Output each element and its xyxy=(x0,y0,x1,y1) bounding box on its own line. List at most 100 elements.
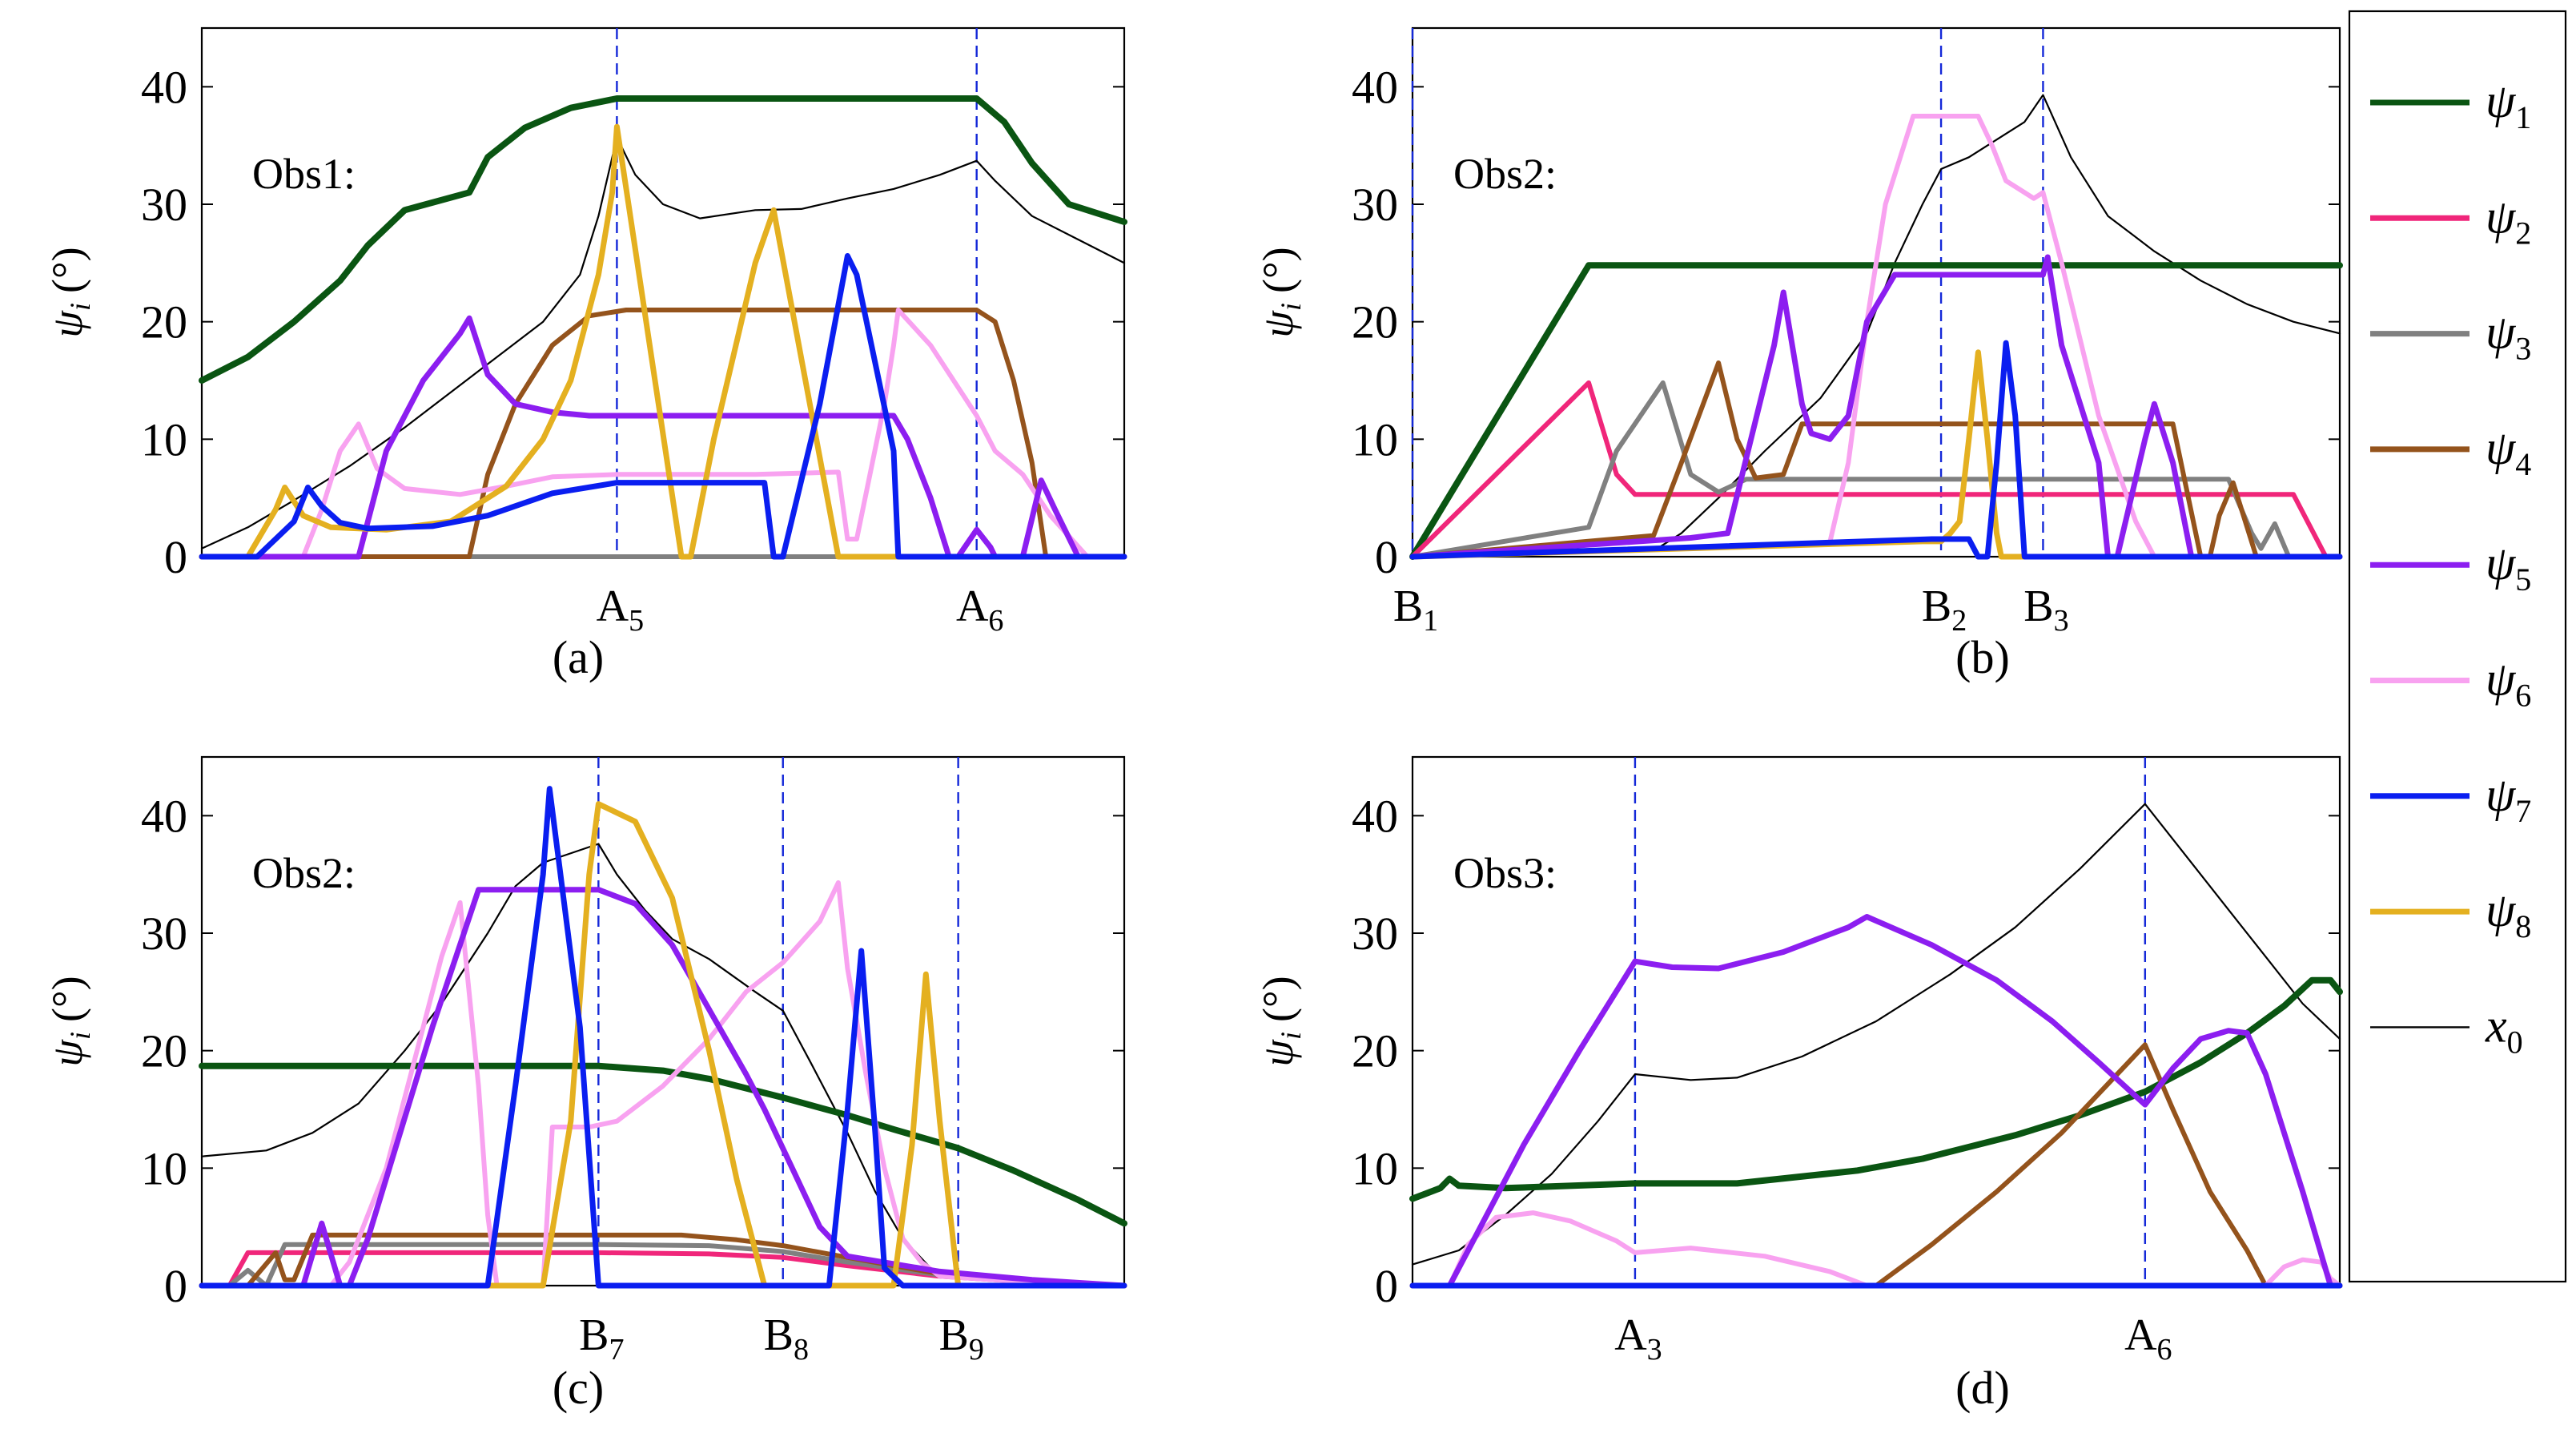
marker-label: B9 xyxy=(938,1310,983,1367)
y-axis-label-symbol: ψ xyxy=(1254,1039,1302,1067)
legend-label-subscript: 1 xyxy=(2515,99,2531,135)
legend-label-symbol: ψ xyxy=(2486,537,2517,590)
y-tick-label: 40 xyxy=(141,790,187,842)
y-tick-label: 0 xyxy=(164,1260,187,1312)
series-line-psi6 xyxy=(199,880,1127,1288)
legend-item: ψ7 xyxy=(2370,768,2531,829)
y-axis-label-symbol: ψ xyxy=(43,310,91,338)
y-axis-label-subscript: i xyxy=(64,303,96,311)
marker-label-letter: B xyxy=(2023,582,2053,631)
y-tick-label: 40 xyxy=(1352,790,1398,842)
y-tick-label: 10 xyxy=(141,1142,187,1194)
series-line-psi7 xyxy=(1409,340,2343,560)
legend-label-symbol: ψ xyxy=(2486,306,2517,359)
marker-label: A5 xyxy=(597,582,644,638)
marker-label-subscript: 3 xyxy=(2054,604,2069,638)
legend-label-subscript: 5 xyxy=(2515,562,2531,598)
series-line-psi3 xyxy=(1410,380,2342,559)
marker-label: B7 xyxy=(579,1310,624,1367)
y-axis-label-subscript: i xyxy=(1275,303,1307,311)
series-line-psi1 xyxy=(199,95,1127,384)
observer-label: Obs3: xyxy=(1453,849,1557,897)
marker-label-subscript: 7 xyxy=(609,1333,625,1367)
legend-label-subscript: 3 xyxy=(2515,331,2531,367)
series-group xyxy=(199,95,1127,560)
marker-label: B2 xyxy=(1922,582,1967,638)
marker-label-subscript: 2 xyxy=(1951,604,1967,638)
subplot-label: (a) xyxy=(553,631,604,683)
legend-label-subscript: 6 xyxy=(2515,678,2531,714)
y-axis-label-subscript: i xyxy=(1275,1032,1307,1040)
legend-label-subscript: 4 xyxy=(2515,446,2531,482)
y-tick-label: 30 xyxy=(141,179,187,231)
y-tick-label: 40 xyxy=(1352,61,1398,113)
series-line-psi4 xyxy=(199,308,1127,559)
y-tick-label: 10 xyxy=(1352,413,1398,465)
y-axis-label-symbol: ψ xyxy=(1254,310,1302,338)
series-line-psi5 xyxy=(1409,254,2343,560)
legend-label: x0 xyxy=(2485,999,2523,1060)
y-tick-label: 20 xyxy=(141,1025,187,1077)
y-axis-label-unit: (°) xyxy=(1254,976,1302,1022)
observer-label: Obs1: xyxy=(252,150,356,198)
series-line-x0 xyxy=(200,136,1126,549)
legend-label: ψ3 xyxy=(2486,306,2531,367)
y-tick-label: 0 xyxy=(1375,531,1398,583)
y-tick-label: 20 xyxy=(141,296,187,348)
marker-label-subscript: 1 xyxy=(1423,604,1438,638)
legend-label: ψ2 xyxy=(2486,190,2531,251)
series-line-psi6 xyxy=(1410,1210,2342,1288)
legend-label-subscript: 2 xyxy=(2515,215,2531,251)
y-axis-label-unit: (°) xyxy=(43,247,91,293)
y-tick-label: 0 xyxy=(1375,1260,1398,1312)
series-line-psi8 xyxy=(199,801,1127,1289)
legend-label-symbol: ψ xyxy=(2486,421,2517,474)
series-line-psi1 xyxy=(1409,976,2343,1202)
y-tick-label: 0 xyxy=(164,531,187,583)
marker-label: A6 xyxy=(956,582,1003,638)
y-tick-label: 20 xyxy=(1352,1025,1398,1077)
marker-label: A6 xyxy=(2124,1310,2172,1367)
legend-label-symbol: ψ xyxy=(2486,653,2517,706)
observer-label: Obs2: xyxy=(252,849,356,897)
series-line-psi8 xyxy=(1409,349,2343,560)
series-line-psi7 xyxy=(199,786,1127,1289)
legend-item: ψ8 xyxy=(2370,884,2531,944)
subplot-label: (c) xyxy=(553,1362,604,1414)
legend-label-symbol: ψ xyxy=(2486,74,2517,127)
legend-item: ψ2 xyxy=(2370,190,2531,251)
legend-label-symbol: ψ xyxy=(2486,768,2517,821)
y-axis-label: ψi (°) xyxy=(1254,976,1307,1066)
legend-item: ψ4 xyxy=(2370,421,2531,482)
y-axis-label: ψi (°) xyxy=(43,247,96,337)
y-tick-label: 40 xyxy=(141,61,187,113)
legend-box xyxy=(2348,10,2567,1283)
legend-label-symbol: ψ xyxy=(2486,190,2517,243)
legend-label-subscript: 8 xyxy=(2515,908,2531,944)
marker-label-subscript: 5 xyxy=(629,604,644,638)
legend-label-symbol: x xyxy=(2485,999,2507,1052)
series-line-psi4 xyxy=(1410,1042,2342,1288)
subplot-label: (b) xyxy=(1955,631,2010,683)
series-line-psi8 xyxy=(199,123,1127,560)
legend-item: ψ1 xyxy=(2370,74,2531,135)
y-tick-label: 30 xyxy=(141,908,187,960)
series-line-psi7 xyxy=(199,253,1127,560)
y-axis-label-subscript: i xyxy=(64,1032,96,1040)
observer-label: Obs2: xyxy=(1453,150,1557,198)
series-group xyxy=(1409,94,2343,560)
marker-label: B1 xyxy=(1393,582,1438,638)
legend-label-subscript: 7 xyxy=(2515,793,2531,829)
marker-label: B8 xyxy=(764,1310,809,1367)
subplot-label: (d) xyxy=(1955,1362,2010,1414)
series-group xyxy=(199,786,1127,1289)
legend-item: ψ3 xyxy=(2370,306,2531,367)
y-tick-label: 10 xyxy=(1352,1142,1398,1194)
series-group xyxy=(1409,803,2343,1289)
y-axis-label-symbol: ψ xyxy=(43,1039,91,1067)
marker-label: B3 xyxy=(2023,582,2068,638)
